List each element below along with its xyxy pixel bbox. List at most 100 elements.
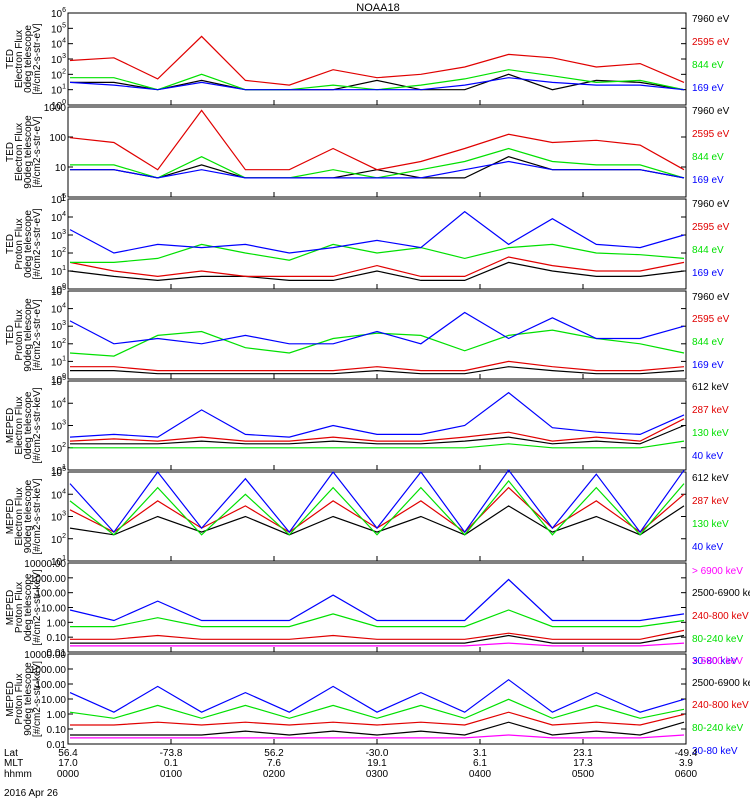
legend-entry: 80-240 keV	[692, 723, 743, 734]
legend-entry: 7960 eV	[692, 199, 730, 210]
legend-entry: 40 keV	[692, 451, 723, 462]
footer-group: Lat 56.4 -73.8 56.2 -30.0 3.1 23.1 -49.4 MLT 17.0…	[4, 748, 698, 780]
series-line-4	[70, 160, 685, 179]
y-axis-label-line: 0deg telescope	[23, 210, 34, 278]
y-tick-label: 1.00	[47, 618, 67, 629]
chart-title: NOAA18	[356, 2, 399, 14]
y-tick-label: 10	[55, 163, 67, 174]
y-tick-label: 1000.00	[30, 665, 67, 676]
y-axis-label-line: TED	[5, 49, 16, 69]
legend-entry: 2595 eV	[692, 314, 730, 325]
y-axis-label-line: Proton Flux	[14, 582, 25, 633]
y-tick-label: 105	[51, 466, 66, 479]
legend-entry: 2595 eV	[692, 37, 730, 48]
series-line-1	[70, 642, 685, 647]
y-tick-label: 105	[51, 22, 66, 35]
series-line-3	[69, 479, 685, 536]
legend-entry: 80-240 keV	[692, 634, 743, 645]
legend-entry: 30-80 keV	[692, 656, 738, 667]
legend-entry: 287 keV	[692, 405, 729, 416]
legend-entry: 844 eV	[692, 60, 724, 71]
footer-row-label: Lat	[4, 748, 18, 759]
y-axis-label-line: [#/cm2-s-str-eV]	[32, 116, 43, 187]
y-axis-label-line: MEPED	[5, 499, 16, 535]
series-line-3	[69, 329, 685, 357]
y-axis-label-line: 90deg telescope	[23, 479, 34, 553]
footer-value: -30.0	[366, 748, 389, 759]
legend-entry: 844 eV	[692, 337, 724, 348]
y-tick-label: 10000.00	[24, 650, 66, 661]
y-tick-label: 0.10	[47, 633, 67, 644]
y-axis-label-line: [#/cm2-s-str-keV]	[32, 478, 43, 554]
y-axis-label-line: 90deg telescope	[23, 298, 34, 372]
y-tick-label: 100	[49, 133, 66, 144]
legend-entry: 612 keV	[692, 473, 729, 484]
legend-entry: 7960 eV	[692, 292, 730, 303]
footer-value: 0300	[366, 769, 389, 780]
footer-value: -73.8	[160, 748, 183, 759]
y-axis-label-line: MEPED	[5, 408, 16, 444]
footer-value: 0000	[57, 769, 80, 780]
y-axis-label-line: TED	[5, 325, 16, 345]
y-tick-label: 104	[51, 488, 66, 501]
footer-value: 3.1	[473, 748, 487, 759]
series-line-2	[69, 256, 685, 278]
footer-value: 56.4	[58, 748, 78, 759]
y-tick-label: 105	[51, 193, 66, 206]
series-line-2	[70, 721, 685, 736]
legend-entry: 844 eV	[692, 245, 724, 256]
y-axis-label-line: 0deg telescope	[23, 573, 34, 641]
panel-frame	[67, 12, 687, 106]
y-axis-label-line: Electron Flux	[14, 123, 25, 181]
y-tick-label: 102	[51, 247, 66, 260]
y-tick-label: 104	[51, 303, 66, 316]
series-line-3	[70, 69, 685, 91]
footer-value: 3.9	[679, 758, 693, 769]
panel-frame	[67, 471, 687, 562]
series-line-4	[69, 210, 685, 254]
y-axis-label-line: [#/cm2-s-str-eV]	[32, 208, 43, 279]
y-tick-label: 101	[51, 84, 66, 97]
series-line-2	[69, 109, 685, 171]
panel-frame	[67, 653, 687, 745]
series-line-3	[70, 629, 685, 640]
y-axis-label-line: TED	[5, 142, 16, 162]
legend-entry: 240-800 keV	[692, 611, 749, 622]
footer-value: 0100	[160, 769, 183, 780]
legend-entry: 2595 eV	[692, 129, 730, 140]
y-axis-label-line: Proton Flux	[14, 673, 25, 724]
legend-entry: 7960 eV	[692, 106, 730, 117]
y-tick-label: 103	[51, 320, 66, 333]
y-tick-label: 10000.00	[24, 559, 66, 570]
footer-value: 17.3	[573, 758, 593, 769]
y-tick-label: 1000.00	[30, 574, 67, 585]
y-tick-label: 10.00	[41, 604, 66, 615]
panel-frame	[67, 562, 687, 653]
legend-entry: 169 eV	[692, 268, 724, 279]
y-axis-label-line: Proton Flux	[14, 309, 25, 360]
series-line-5	[69, 578, 685, 622]
series-line-1	[69, 505, 685, 536]
y-tick-label: 1	[60, 193, 66, 204]
series-line-2	[70, 360, 685, 372]
series-line-1	[69, 261, 685, 282]
series-line-5	[69, 678, 685, 713]
y-axis-label-line: Proton Flux	[14, 218, 25, 269]
series-line-4	[70, 609, 685, 628]
legend-entry: > 6900 keV	[692, 656, 743, 667]
footer-value: 17.0	[58, 758, 78, 769]
footer-value: 23.1	[573, 748, 593, 759]
legend-entry: 130 keV	[692, 428, 729, 439]
y-tick-label: 100	[51, 373, 66, 386]
legend-entry: 2500-6900 keV	[692, 678, 750, 689]
y-tick-label: 101	[51, 464, 66, 477]
y-tick-label: 1000	[44, 103, 67, 114]
series-line-1	[70, 734, 685, 739]
y-axis-label-line: [#/cm2-s-str-keV]	[32, 661, 43, 737]
legend-entry: 169 eV	[692, 83, 724, 94]
